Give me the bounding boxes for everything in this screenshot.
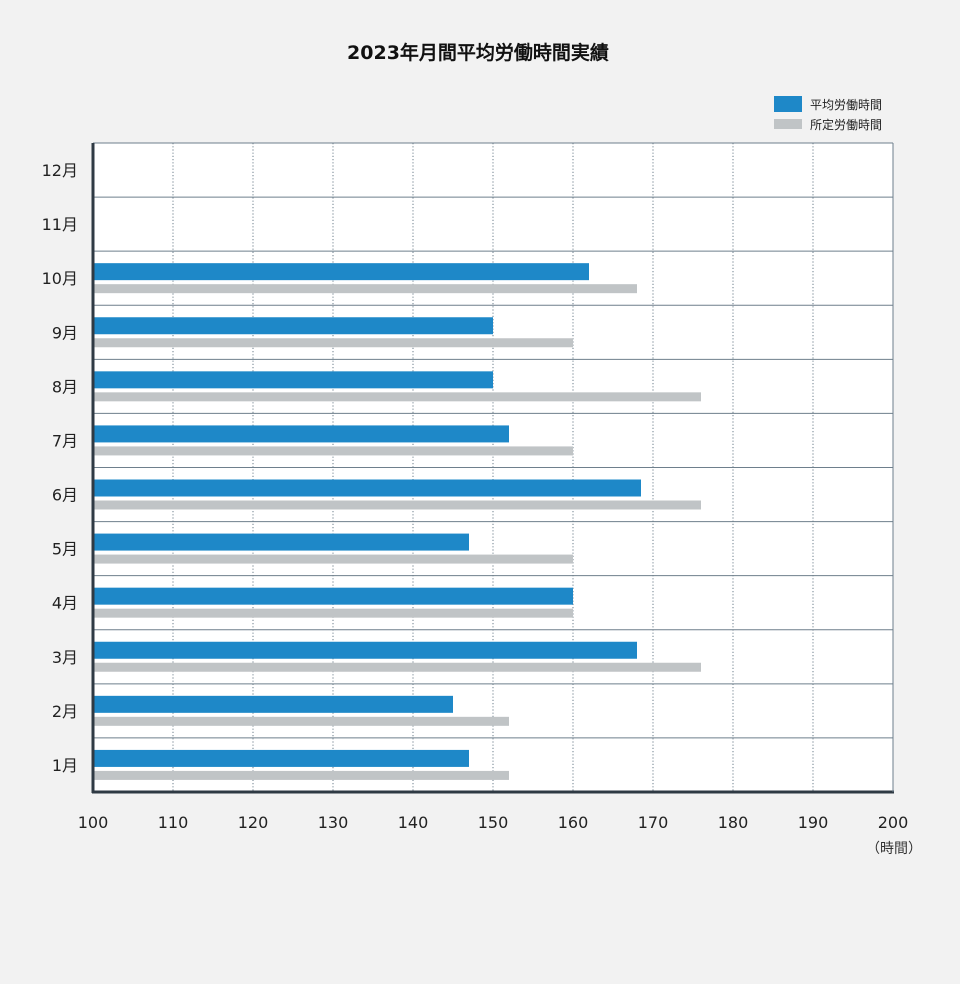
x-tick-label: 180 [718, 813, 749, 832]
x-tick-label: 170 [638, 813, 669, 832]
bar-average [94, 533, 469, 551]
bar-scheduled [94, 716, 509, 726]
legend-swatch-scheduled [774, 119, 802, 129]
y-tick-label: 8月 [52, 377, 78, 396]
legend-item-scheduled: 所定労働時間 [774, 114, 882, 134]
bar-scheduled [94, 284, 637, 294]
x-tick-label: 110 [158, 813, 189, 832]
bar-average [94, 749, 469, 767]
bar-average [94, 641, 637, 659]
bar-scheduled [94, 338, 573, 348]
legend-label-average: 平均労働時間 [810, 97, 883, 112]
y-tick-label: 5月 [52, 540, 78, 559]
bar-average [94, 425, 509, 443]
bar-average [94, 263, 589, 281]
bar-scheduled [94, 500, 701, 510]
y-tick-label: 2月 [52, 702, 78, 721]
legend: 平均労働時間 所定労働時間 [774, 94, 882, 134]
x-tick-label: 190 [798, 813, 829, 832]
bar-scheduled [94, 446, 573, 456]
legend-label-scheduled: 所定労働時間 [810, 117, 883, 132]
x-tick-label: 140 [398, 813, 429, 832]
bar-scheduled [94, 608, 573, 618]
bar-scheduled [94, 392, 701, 402]
bar-scheduled [94, 554, 573, 564]
y-tick-label: 6月 [52, 486, 78, 505]
y-tick-label: 10月 [42, 269, 78, 288]
bar-scheduled [94, 770, 509, 780]
bar-average [94, 479, 641, 497]
y-tick-label: 1月 [52, 756, 78, 775]
x-tick-label: 120 [238, 813, 269, 832]
bar-average [94, 317, 493, 335]
x-tick-label: 150 [478, 813, 509, 832]
legend-swatch-average [774, 96, 802, 112]
x-tick-label: 100 [78, 813, 109, 832]
bar-average [94, 371, 493, 389]
y-tick-label: 9月 [52, 323, 78, 342]
x-tick-label: 160 [558, 813, 589, 832]
y-tick-label: 7月 [52, 431, 78, 450]
x-tick-label: 130 [318, 813, 349, 832]
x-axis-unit-label: （時間） [866, 841, 922, 857]
bar-average [94, 695, 453, 713]
x-tick-label: 200 [878, 813, 909, 832]
bar-average [94, 587, 573, 605]
bar-scheduled [94, 662, 701, 672]
chart-title: 2023年月間平均労働時間実績 [347, 42, 609, 64]
y-tick-label: 3月 [52, 648, 78, 667]
y-tick-label: 11月 [42, 215, 78, 234]
y-tick-label: 4月 [52, 594, 78, 613]
legend-item-average: 平均労働時間 [774, 94, 882, 114]
y-tick-label: 12月 [42, 161, 78, 180]
